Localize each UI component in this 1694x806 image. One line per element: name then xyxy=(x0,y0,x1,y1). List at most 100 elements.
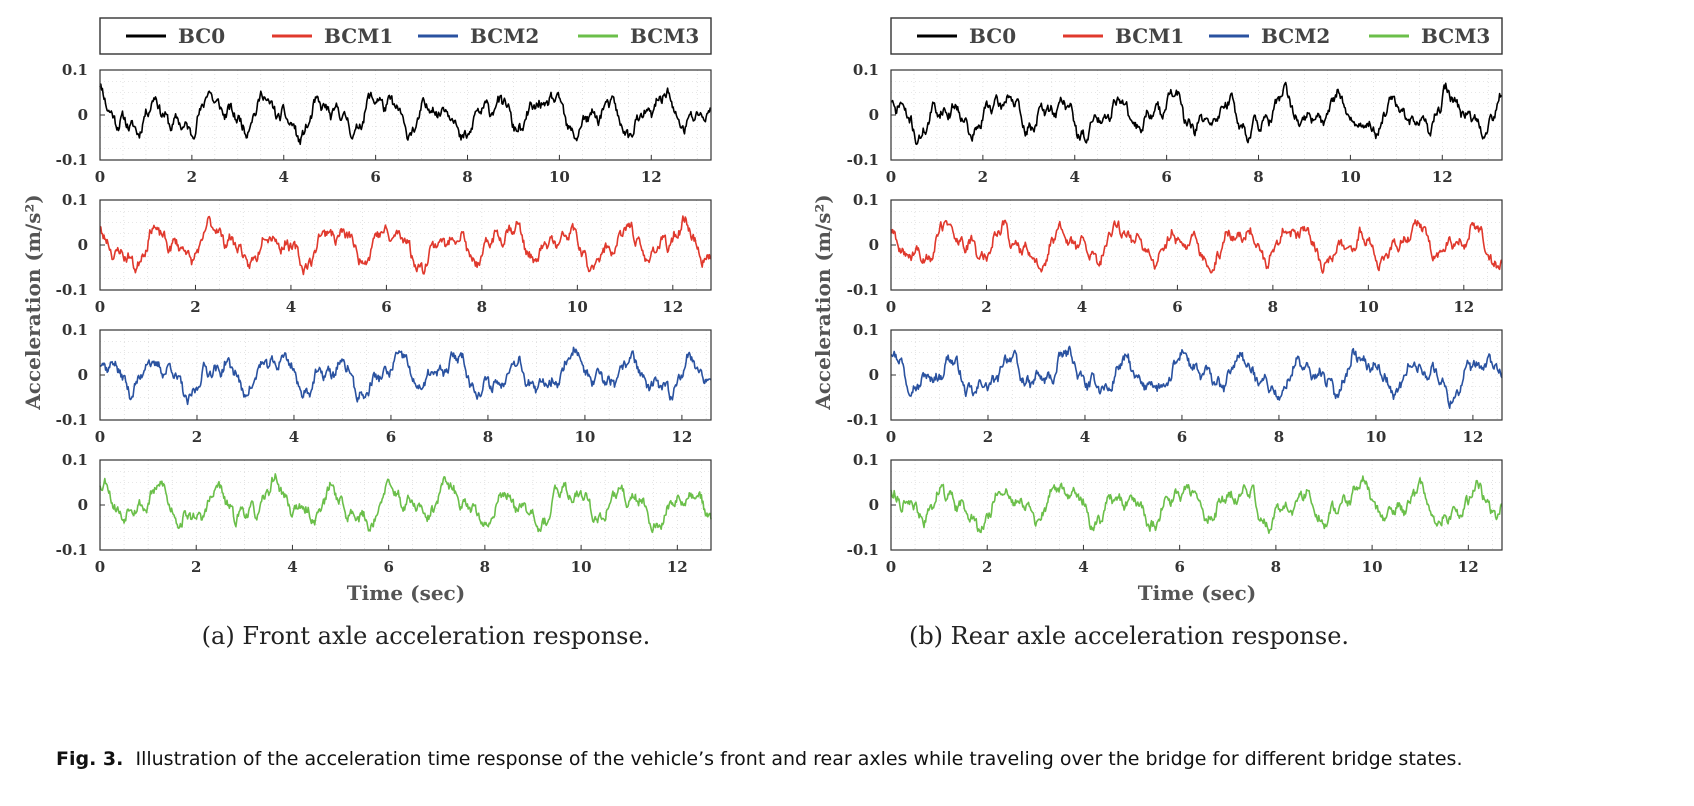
y-tick-label: -0.1 xyxy=(56,151,88,169)
y-tick-label: 0 xyxy=(78,236,88,254)
figure-caption-label: Fig. 3. xyxy=(56,748,124,770)
y-tick-label: -0.1 xyxy=(847,281,879,299)
y-tick-label: 0 xyxy=(869,236,879,254)
x-tick-label: 0 xyxy=(95,298,105,316)
x-tick-label: 10 xyxy=(574,428,595,446)
legend-label-bc0: BC0 xyxy=(969,24,1016,48)
x-tick-label: 4 xyxy=(286,298,296,316)
plot-frame xyxy=(890,459,1503,551)
x-tick-label: 8 xyxy=(462,168,472,186)
y-tick-label: -0.1 xyxy=(847,541,879,559)
y-tick-label: -0.1 xyxy=(56,541,88,559)
x-tick-label: 0 xyxy=(95,168,105,186)
x-tick-label: 12 xyxy=(667,558,688,576)
x-tick-label: 2 xyxy=(192,428,202,446)
x-tick-label: 0 xyxy=(95,558,105,576)
plot-frame xyxy=(99,329,712,421)
x-tick-label: 10 xyxy=(1358,298,1379,316)
subplot-bc0: 0 2 4 6 8 10 12 -0.1 0 0.1 xyxy=(56,61,712,186)
y-axis-title: Acceleration (m/s²) xyxy=(21,194,45,411)
plot-frame xyxy=(890,329,1503,421)
series-line-bcm2 xyxy=(890,345,1503,409)
x-tick-label: 6 xyxy=(1174,558,1184,576)
series-line-bcm1 xyxy=(890,219,1503,274)
legend-label-bc0: BC0 xyxy=(178,24,225,48)
x-tick-label: 0 xyxy=(886,298,896,316)
subfigure-caption-b: (b) Rear axle acceleration response. xyxy=(909,622,1349,650)
y-tick-label: 0 xyxy=(78,106,88,124)
x-tick-label: 12 xyxy=(1458,558,1479,576)
x-tick-label: 10 xyxy=(549,168,570,186)
x-tick-label: 0 xyxy=(886,428,896,446)
series-line-bcm2 xyxy=(99,346,712,406)
subplot-bcm1: 0 2 4 6 8 10 12 -0.1 0 0.1 xyxy=(56,191,712,316)
x-tick-label: 6 xyxy=(1172,298,1182,316)
y-tick-label: 0 xyxy=(869,366,879,384)
legend-label-bcm3: BCM3 xyxy=(630,24,699,48)
subplot-bcm1: 0 2 4 6 8 10 12 -0.1 0 0.1 xyxy=(847,191,1503,316)
legend-b: BC0 BCM1 BCM2 BCM3 xyxy=(890,17,1503,55)
legend-label-bcm3: BCM3 xyxy=(1421,24,1490,48)
subplot-bcm2: 0 2 4 6 8 10 12 -0.1 0 0.1 xyxy=(56,321,712,446)
y-tick-label: 0 xyxy=(869,496,879,514)
y-tick-label: -0.1 xyxy=(56,411,88,429)
x-tick-label: 10 xyxy=(567,298,588,316)
x-tick-label: 4 xyxy=(1070,168,1080,186)
x-tick-label: 12 xyxy=(662,298,683,316)
y-tick-label: 0 xyxy=(78,496,88,514)
x-tick-label: 8 xyxy=(483,428,493,446)
x-tick-label: 8 xyxy=(477,298,487,316)
x-tick-label: 4 xyxy=(287,558,297,576)
figure-caption-text: Illustration of the acceleration time re… xyxy=(135,748,1463,770)
series-line-bc0 xyxy=(99,83,712,146)
x-tick-label: 0 xyxy=(95,428,105,446)
x-tick-label: 8 xyxy=(1268,298,1278,316)
x-tick-label: 8 xyxy=(1253,168,1263,186)
legend-a: BC0 BCM1 BCM2 BCM3 xyxy=(99,17,712,55)
x-tick-label: 12 xyxy=(1432,168,1453,186)
y-tick-label: 0 xyxy=(78,366,88,384)
chart-panel-b: 0 2 4 6 8 10 12 -0.1 0 0.1 0 2 4 6 8 10 12 -0.1 0 0.1 0 2 4 6 8 1… xyxy=(811,61,1503,650)
subplot-bcm3: 0 2 4 6 8 10 12 -0.1 0 0.1 xyxy=(56,451,712,576)
x-tick-label: 2 xyxy=(981,298,991,316)
subplot-bcm3: 0 2 4 6 8 10 12 -0.1 0 0.1 xyxy=(847,451,1503,576)
x-tick-label: 12 xyxy=(1462,428,1483,446)
y-tick-label: 0.1 xyxy=(62,451,88,469)
x-tick-label: 6 xyxy=(383,558,393,576)
x-tick-label: 8 xyxy=(1274,428,1284,446)
plot-frame xyxy=(890,199,1503,291)
chart-panel-a: 0 2 4 6 8 10 12 -0.1 0 0.1 0 2 4 6 8 10 12 -0.1 0 0.1 0 2 4 6 8 1… xyxy=(21,61,712,650)
x-tick-label: 6 xyxy=(1177,428,1187,446)
x-tick-label: 2 xyxy=(187,168,197,186)
x-axis-title: Time (sec) xyxy=(347,581,465,605)
series-line-bcm1 xyxy=(99,215,712,276)
legend-label-bcm2: BCM2 xyxy=(470,24,539,48)
y-tick-label: 0.1 xyxy=(853,451,879,469)
x-tick-label: 2 xyxy=(982,558,992,576)
y-tick-label: 0.1 xyxy=(853,321,879,339)
y-tick-label: 0.1 xyxy=(62,61,88,79)
x-tick-label: 6 xyxy=(1161,168,1171,186)
series-line-bcm3 xyxy=(99,473,712,534)
y-tick-label: 0.1 xyxy=(62,191,88,209)
x-tick-label: 2 xyxy=(983,428,993,446)
x-tick-label: 8 xyxy=(1271,558,1281,576)
x-tick-label: 12 xyxy=(641,168,662,186)
y-tick-label: -0.1 xyxy=(847,411,879,429)
x-tick-label: 2 xyxy=(191,558,201,576)
x-axis-title: Time (sec) xyxy=(1138,581,1256,605)
y-tick-label: 0 xyxy=(869,106,879,124)
x-tick-label: 4 xyxy=(1078,558,1088,576)
subplot-bc0: 0 2 4 6 8 10 12 -0.1 0 0.1 xyxy=(847,61,1503,186)
legend-label-bcm1: BCM1 xyxy=(1115,24,1184,48)
legend-label-bcm1: BCM1 xyxy=(324,24,393,48)
y-tick-label: -0.1 xyxy=(847,151,879,169)
x-tick-label: 12 xyxy=(671,428,692,446)
x-tick-label: 10 xyxy=(1340,168,1361,186)
y-tick-label: 0.1 xyxy=(62,321,88,339)
x-tick-label: 4 xyxy=(1077,298,1087,316)
x-tick-label: 10 xyxy=(1365,428,1386,446)
plot-frame xyxy=(99,199,712,291)
legend-label-bcm2: BCM2 xyxy=(1261,24,1330,48)
